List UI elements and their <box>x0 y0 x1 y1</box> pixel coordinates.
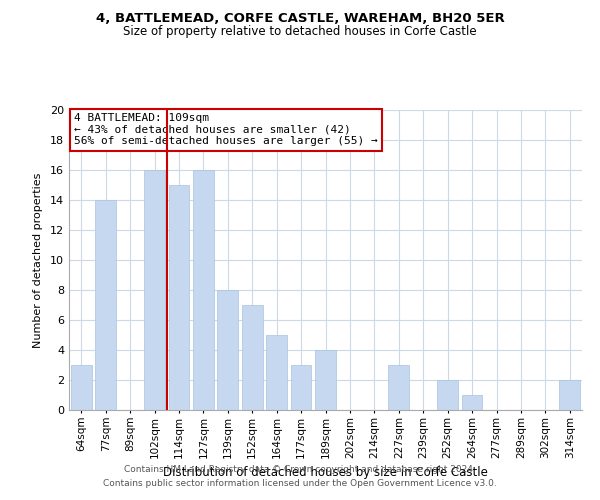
Text: 4, BATTLEMEAD, CORFE CASTLE, WAREHAM, BH20 5ER: 4, BATTLEMEAD, CORFE CASTLE, WAREHAM, BH… <box>95 12 505 26</box>
Bar <box>242 305 263 410</box>
Text: Size of property relative to detached houses in Corfe Castle: Size of property relative to detached ho… <box>123 25 477 38</box>
Bar <box>144 170 165 410</box>
Bar <box>266 335 287 410</box>
Y-axis label: Number of detached properties: Number of detached properties <box>33 172 43 348</box>
Bar <box>388 365 409 410</box>
Bar <box>559 380 580 410</box>
Bar <box>193 170 214 410</box>
Bar <box>461 395 482 410</box>
Bar <box>95 200 116 410</box>
Bar <box>290 365 311 410</box>
Text: 4 BATTLEMEAD: 109sqm
← 43% of detached houses are smaller (42)
56% of semi-detac: 4 BATTLEMEAD: 109sqm ← 43% of detached h… <box>74 113 378 146</box>
Bar <box>315 350 336 410</box>
Bar <box>71 365 92 410</box>
X-axis label: Distribution of detached houses by size in Corfe Castle: Distribution of detached houses by size … <box>163 466 488 479</box>
Bar <box>217 290 238 410</box>
Bar <box>437 380 458 410</box>
Bar <box>169 185 190 410</box>
Text: Contains HM Land Registry data © Crown copyright and database right 2024.
Contai: Contains HM Land Registry data © Crown c… <box>103 466 497 487</box>
